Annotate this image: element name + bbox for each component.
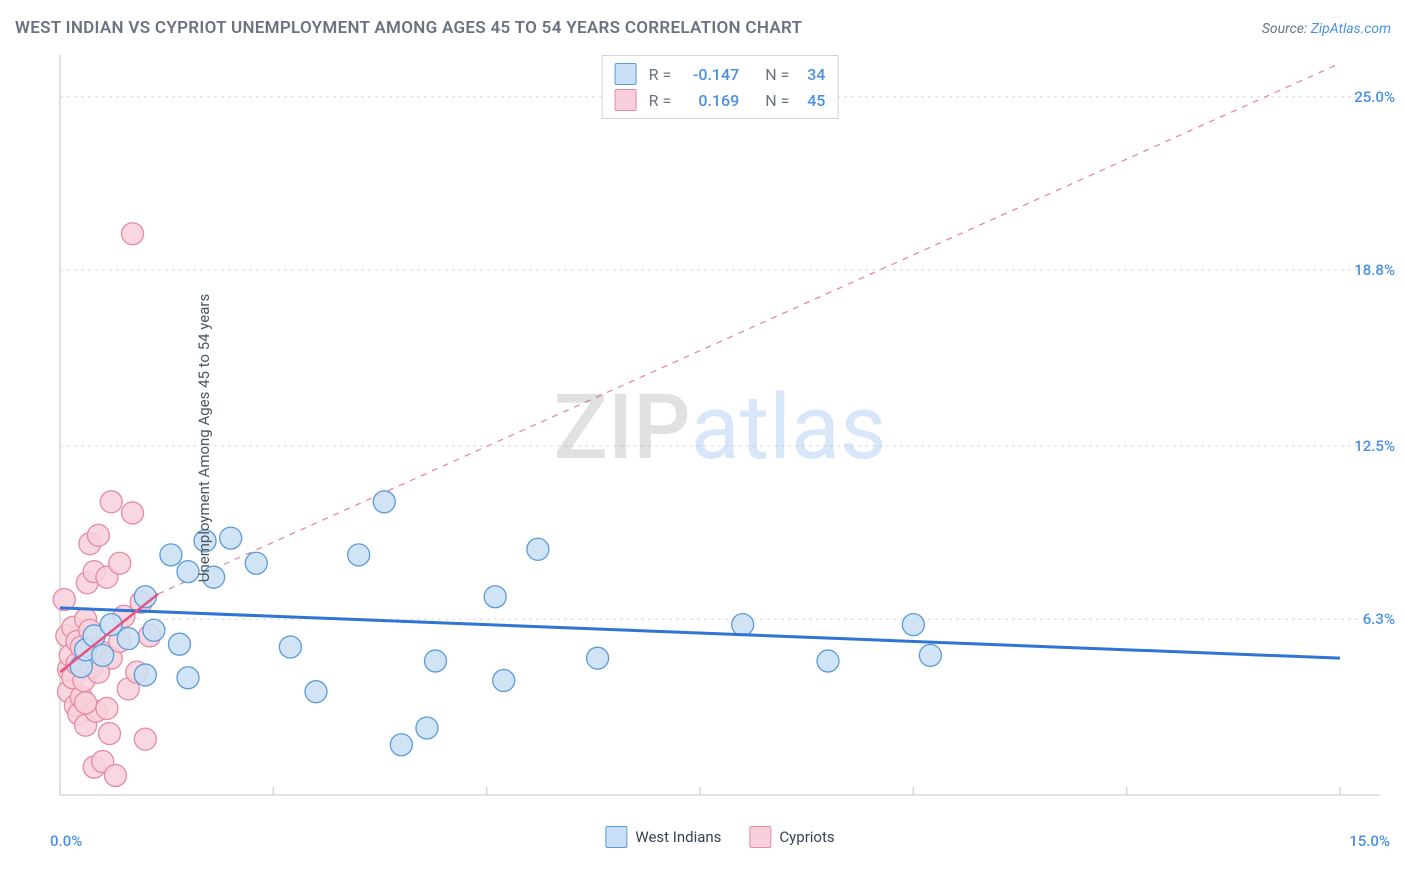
source-label: Source: — [1262, 21, 1307, 37]
legend-label-b: Cypriots — [779, 828, 834, 846]
data-point-west-indians — [92, 644, 114, 666]
n-value-b: 45 — [797, 91, 825, 110]
data-point-west-indians — [373, 491, 395, 513]
data-point-cypriots — [109, 552, 131, 574]
data-point-cypriots — [98, 723, 120, 745]
data-point-west-indians — [902, 614, 924, 636]
legend-item-cypriots: Cypriots — [749, 826, 834, 848]
data-point-west-indians — [168, 633, 190, 655]
data-point-cypriots — [104, 764, 126, 786]
data-point-cypriots — [75, 692, 97, 714]
data-point-west-indians — [416, 717, 438, 739]
data-point-west-indians — [117, 628, 139, 650]
data-point-west-indians — [732, 614, 754, 636]
x-axis-max-label: 15.0% — [1349, 832, 1390, 850]
data-point-west-indians — [390, 734, 412, 756]
r-label-b: R = — [649, 91, 672, 110]
y-tick-label: 6.3% — [1363, 610, 1395, 628]
data-point-west-indians — [245, 552, 267, 574]
legend-label-a: West Indians — [635, 828, 721, 846]
r-value-b: 0.169 — [679, 91, 739, 110]
r-label-a: R = — [649, 65, 672, 84]
data-point-cypriots — [96, 697, 118, 719]
y-tick-label: 18.8% — [1354, 261, 1395, 279]
data-point-west-indians — [424, 650, 446, 672]
data-point-west-indians — [279, 636, 301, 658]
chart-container: WEST INDIAN VS CYPRIOT UNEMPLOYMENT AMON… — [0, 0, 1406, 892]
data-point-west-indians — [143, 619, 165, 641]
data-point-west-indians — [220, 527, 242, 549]
data-point-west-indians — [817, 650, 839, 672]
n-value-a: 34 — [797, 65, 825, 84]
data-point-west-indians — [587, 647, 609, 669]
n-label-b: N = — [765, 91, 789, 110]
legend-item-west-indians: West Indians — [605, 826, 721, 848]
correlation-legend-row-b: R = 0.169 N = 45 — [615, 87, 826, 113]
swatch-cypriots-icon — [749, 826, 771, 848]
data-point-west-indians — [484, 586, 506, 608]
data-point-west-indians — [177, 667, 199, 689]
data-point-west-indians — [305, 681, 327, 703]
data-point-cypriots — [134, 728, 156, 750]
swatch-west-indians-icon — [605, 826, 627, 848]
data-point-west-indians — [527, 538, 549, 560]
y-axis-label: Unemployment Among Ages 45 to 54 years — [195, 293, 213, 581]
source-attribution: Source: ZipAtlas.com — [1262, 21, 1391, 37]
x-axis-min-label: 0.0% — [50, 832, 82, 850]
data-point-west-indians — [134, 664, 156, 686]
swatch-west-indians-icon — [615, 63, 637, 85]
data-point-cypriots — [100, 491, 122, 513]
y-tick-label: 25.0% — [1354, 88, 1395, 106]
scatter-chart-svg — [50, 55, 1390, 820]
series-legend: West Indians Cypriots — [605, 826, 834, 848]
data-point-cypriots — [122, 502, 144, 524]
r-value-a: -0.147 — [679, 65, 739, 84]
correlation-legend: R = -0.147 N = 34 R = 0.169 N = 45 — [602, 55, 839, 119]
y-tick-label: 12.5% — [1354, 437, 1395, 455]
plot-area: Unemployment Among Ages 45 to 54 years Z… — [50, 55, 1390, 820]
correlation-legend-row-a: R = -0.147 N = 34 — [615, 61, 826, 87]
chart-header: WEST INDIAN VS CYPRIOT UNEMPLOYMENT AMON… — [15, 18, 1391, 38]
n-label-a: N = — [765, 65, 789, 84]
data-point-west-indians — [919, 644, 941, 666]
data-point-cypriots — [122, 223, 144, 245]
data-point-cypriots — [87, 524, 109, 546]
chart-title: WEST INDIAN VS CYPRIOT UNEMPLOYMENT AMON… — [15, 18, 802, 38]
data-point-west-indians — [348, 544, 370, 566]
data-point-west-indians — [160, 544, 182, 566]
swatch-cypriots-icon — [615, 89, 637, 111]
source-link[interactable]: ZipAtlas.com — [1311, 21, 1391, 37]
data-point-west-indians — [493, 670, 515, 692]
